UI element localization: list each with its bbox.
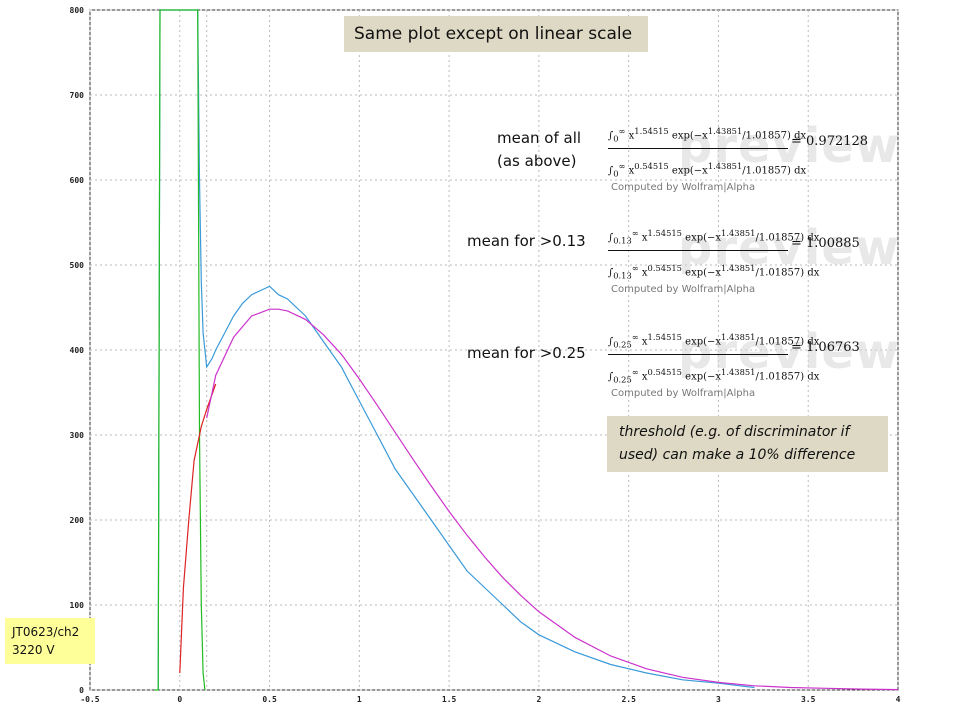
mean-013-label: mean for >0.13 bbox=[467, 232, 586, 250]
x-tick-label: 0.5 bbox=[262, 695, 277, 704]
mean-all-label: mean of all (as above) bbox=[497, 129, 582, 170]
plot-frame bbox=[89, 9, 899, 691]
x-tick-label: 0 bbox=[177, 695, 182, 704]
computed-by-label: Computed by Wolfram|Alpha bbox=[611, 284, 756, 295]
mean-025-label: mean for >0.25 bbox=[467, 344, 586, 362]
y-tick-label: 800 bbox=[70, 6, 85, 15]
computed-by-label: Computed by Wolfram|Alpha bbox=[611, 182, 756, 193]
series-line-2 bbox=[179, 383, 217, 674]
x-tick-label: 1 bbox=[357, 695, 362, 704]
y-tick-label: 300 bbox=[70, 431, 85, 440]
x-tick-label: 2 bbox=[536, 695, 541, 704]
preview-watermark: preview bbox=[678, 118, 901, 174]
x-tick-label: 3 bbox=[716, 695, 721, 704]
y-tick-label: 600 bbox=[70, 176, 85, 185]
run-id-box: JT0623/ch2 3220 V bbox=[5, 618, 95, 664]
x-tick-label: 1.5 bbox=[442, 695, 457, 704]
y-tick-label: 700 bbox=[70, 91, 85, 100]
series-line-3 bbox=[206, 308, 899, 691]
formula-mean-013: preview ∫0.13∞ x1.54515 exp(−x1.43851/1.… bbox=[608, 220, 901, 295]
x-tick-label: 2.5 bbox=[621, 695, 636, 704]
preview-watermark: preview bbox=[678, 220, 901, 276]
y-tick-label: 400 bbox=[70, 346, 85, 355]
computed-by-label: Computed by Wolfram|Alpha bbox=[611, 388, 756, 399]
formula-result: = 0.972128 bbox=[791, 134, 869, 149]
x-tick-label: 4 bbox=[896, 695, 901, 704]
formula-mean-all: preview ∫0∞ x1.54515 exp(−x1.43851/1.018… bbox=[608, 118, 901, 193]
formula-mean-025: preview ∫0.25∞ x1.54515 exp(−x1.43851/1.… bbox=[608, 324, 901, 399]
series-line-0 bbox=[157, 9, 755, 691]
preview-watermark: preview bbox=[678, 324, 901, 380]
y-tick-label: 500 bbox=[70, 261, 85, 270]
formula-result: = 1.00885 bbox=[791, 236, 860, 251]
series-line-1 bbox=[154, 9, 206, 691]
y-tick-label: 200 bbox=[70, 516, 85, 525]
threshold-note: threshold (e.g. of discriminator if used… bbox=[607, 416, 888, 472]
x-tick-label: -0.5 bbox=[80, 695, 99, 704]
y-tick-label: 0 bbox=[79, 686, 84, 695]
formula-result: = 1.06763 bbox=[791, 340, 860, 355]
chart-title-box: Same plot except on linear scale bbox=[344, 16, 648, 52]
y-tick-label: 100 bbox=[70, 601, 85, 610]
x-tick-label: 3.5 bbox=[801, 695, 816, 704]
